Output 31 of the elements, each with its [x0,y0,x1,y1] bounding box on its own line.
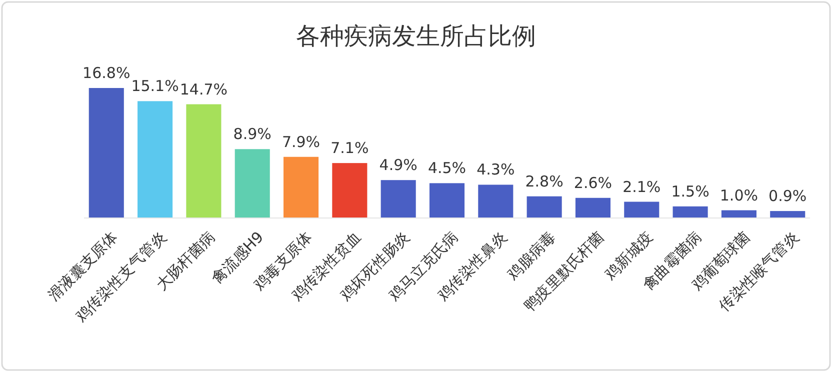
bar [478,184,514,218]
bar [186,104,222,218]
bar [284,156,319,218]
data-label: 14.7% [180,80,228,98]
data-label: 15.1% [131,77,179,96]
data-label: 1.5% [671,182,710,200]
data-label: 4.3% [476,160,515,179]
data-label: 7.1% [330,139,369,158]
data-label: 16.8% [82,64,130,82]
bar [380,180,416,218]
data-label: 2.8% [525,172,564,190]
data-label: 7.9% [282,132,320,151]
bar [721,210,756,218]
data-label: 2.1% [622,178,661,196]
bar [575,198,610,218]
bar [526,196,562,218]
bar [332,163,368,218]
data-label: 1.0% [720,186,758,204]
bar [138,101,173,218]
bar [624,202,660,218]
bar [234,149,270,218]
data-label: 0.9% [768,187,807,206]
data-label: 2.6% [574,174,612,192]
data-label: 4.5% [428,159,466,178]
bar [88,88,124,218]
chart-title: 各种疾病发生所占比例 [296,22,536,50]
bar [770,211,806,218]
bar [429,183,465,218]
bar [672,206,708,218]
data-label: 4.9% [379,156,418,174]
data-label: 8.9% [233,125,272,144]
